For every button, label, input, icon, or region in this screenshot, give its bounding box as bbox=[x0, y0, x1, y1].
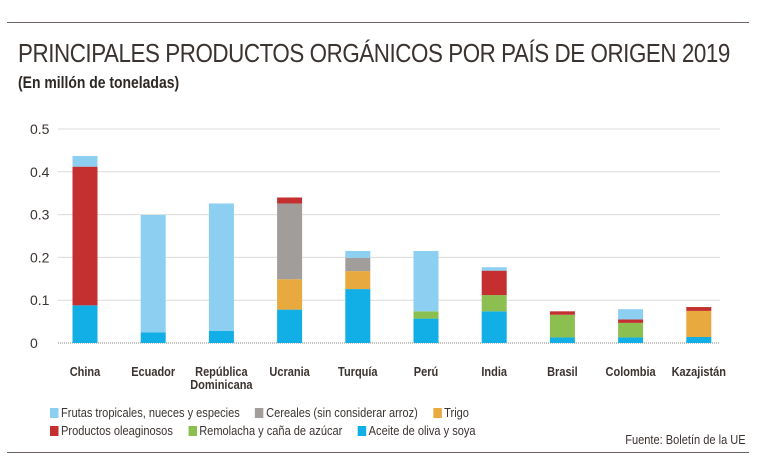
legend-label: Remolacha y caña de azúcar bbox=[199, 423, 343, 438]
bar-segment bbox=[413, 318, 439, 343]
y-tick-label: 0.1 bbox=[30, 292, 50, 308]
chart-subtitle: (En millón de toneladas) bbox=[18, 73, 180, 92]
bar-segment bbox=[140, 332, 166, 343]
legend-item: Trigo bbox=[433, 405, 469, 420]
x-tick-label: Perú bbox=[414, 365, 438, 379]
y-tick-label: 0.5 bbox=[30, 121, 50, 137]
x-tick-label: India bbox=[481, 365, 507, 379]
legend-swatch bbox=[357, 426, 367, 436]
bar-segment bbox=[481, 295, 507, 312]
bar-segment bbox=[72, 305, 98, 343]
bar-segment bbox=[413, 250, 439, 312]
x-tick-label: China bbox=[70, 365, 101, 379]
legend-swatch bbox=[255, 408, 264, 418]
bar-segment bbox=[618, 309, 644, 320]
bar-segment bbox=[413, 311, 439, 319]
legend-item: Aceite de oliva y soya bbox=[357, 423, 476, 438]
y-tick-label: 0 bbox=[30, 335, 38, 351]
bar-segment bbox=[549, 337, 575, 343]
legend-swatch bbox=[50, 426, 59, 436]
legend-label: Cereales (sin considerar arroz) bbox=[266, 405, 418, 420]
bar-segment bbox=[481, 311, 507, 343]
y-tick-label: 0.4 bbox=[30, 164, 50, 180]
x-tick-label: Turquía bbox=[338, 365, 378, 379]
bar-segment bbox=[481, 270, 507, 296]
bar-segment bbox=[277, 309, 303, 343]
bar-segment bbox=[549, 314, 575, 338]
bar-segment bbox=[686, 310, 712, 338]
bar-segment bbox=[481, 267, 507, 271]
x-tick-label: Brasil bbox=[547, 365, 578, 379]
legend-swatch bbox=[50, 408, 59, 418]
legend-row: Productos oleaginosos Remolacha y caña de… bbox=[50, 423, 491, 438]
x-tick-label: Kazajistán bbox=[672, 365, 726, 379]
x-tick-label: Ecuador bbox=[131, 365, 175, 379]
bar-segment bbox=[72, 166, 98, 306]
bar-segment bbox=[345, 257, 371, 272]
bar-segment bbox=[345, 250, 371, 258]
bar-segment bbox=[618, 337, 644, 343]
legend-item: Cereales (sin considerar arroz) bbox=[255, 405, 418, 420]
chart-title: PRINCIPALES PRODUCTOS ORGÁNICOS POR PAÍS… bbox=[18, 38, 730, 68]
bar-segment bbox=[72, 155, 98, 167]
bar-segment bbox=[686, 307, 712, 311]
bar-segment bbox=[140, 215, 166, 333]
bar-segment bbox=[618, 319, 644, 323]
legend-item: Remolacha y caña de azúcar bbox=[188, 423, 342, 438]
stacked-bar-chart: 0 0.1 0.2 0.3 0.4 0.5 China Ecuador RepúblicaDom… bbox=[30, 121, 726, 392]
bar-segment bbox=[277, 279, 303, 310]
bar-segment bbox=[618, 322, 644, 338]
bar-segment bbox=[208, 203, 234, 332]
top-rule bbox=[7, 22, 749, 23]
legend-swatch bbox=[433, 408, 442, 418]
legend-label: Frutas tropicales, nueces y especies bbox=[61, 405, 240, 420]
bar-segment bbox=[345, 271, 371, 290]
bottom-rule bbox=[7, 452, 749, 453]
legend-item: Frutas tropicales, nueces y especies bbox=[50, 405, 240, 420]
x-tick-label: Colombia bbox=[606, 365, 657, 379]
legend-row: Frutas tropicales, nueces y especies Cere… bbox=[50, 405, 484, 420]
legend-label: Trigo bbox=[444, 405, 469, 420]
x-tick-label: Dominicana bbox=[190, 378, 253, 392]
bar-segment bbox=[208, 331, 234, 343]
x-tick-label: República bbox=[195, 365, 248, 379]
y-tick-label: 0.2 bbox=[30, 249, 50, 265]
source-note: Fuente: Boletín de la UE bbox=[625, 432, 746, 447]
bar-segment bbox=[686, 337, 712, 343]
bar-segment bbox=[549, 311, 575, 315]
legend-item: Productos oleaginosos bbox=[50, 423, 173, 438]
bar-segment bbox=[345, 289, 371, 343]
legend-label: Productos oleaginosos bbox=[61, 423, 173, 438]
x-tick-label: Ucrania bbox=[269, 365, 310, 379]
legend-label: Aceite de oliva y soya bbox=[368, 423, 476, 438]
y-tick-label: 0.3 bbox=[30, 207, 50, 223]
bar-segment bbox=[277, 197, 303, 204]
bar-segment bbox=[277, 203, 303, 280]
legend-swatch bbox=[188, 426, 197, 436]
